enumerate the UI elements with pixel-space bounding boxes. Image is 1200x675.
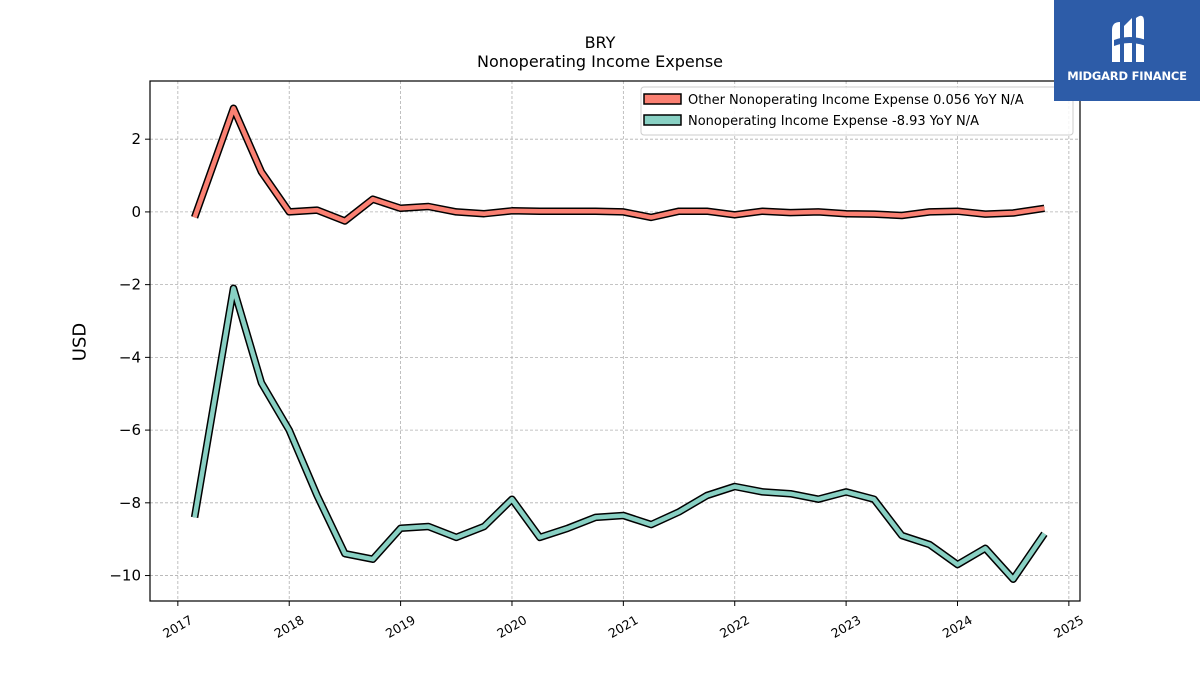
series-line [192, 106, 1045, 224]
legend: Other Nonoperating Income Expense 0.056 … [640, 86, 1074, 136]
grid-lines [150, 81, 1080, 601]
y-tick-label: 0 [131, 203, 141, 221]
x-tick-label: 2022 [717, 612, 752, 641]
y-tick-label: −4 [119, 348, 141, 366]
x-tick-label: 2025 [1051, 612, 1086, 641]
brand-logo-mark-icon [1112, 15, 1146, 62]
y-axis-label: USD [69, 322, 91, 362]
y-tick-label: −2 [119, 276, 141, 294]
y-axis-ticks: 2 0 −2 −4 −6 −8 −10 [109, 130, 150, 585]
brand-name: MIDGARD FINANCE [1067, 69, 1187, 83]
brand-logo: MIDGARD FINANCE [1054, 0, 1200, 101]
series-line-outline [190, 284, 1048, 583]
legend-box [640, 86, 1074, 136]
legend-swatch [643, 114, 682, 126]
chart-title: BRY [584, 33, 616, 52]
legend-swatch [643, 93, 682, 105]
x-tick-label: 2020 [494, 612, 529, 641]
y-tick-label: −8 [119, 494, 141, 512]
y-tick-label: −10 [109, 567, 141, 585]
y-tick-label: 2 [131, 130, 141, 148]
x-tick-label: 2024 [940, 612, 975, 641]
chart-subtitle: Nonoperating Income Expense [476, 52, 724, 71]
legend-label: Nonoperating Income Expense -8.93 YoY N/… [688, 114, 979, 129]
plot-frame [149, 80, 1081, 602]
x-tick-label: 2018 [271, 612, 306, 641]
x-tick-label: 2019 [383, 612, 418, 641]
x-tick-label: 2023 [828, 612, 863, 641]
y-tick-label: −6 [119, 421, 141, 439]
series-lines [190, 104, 1048, 583]
series-line [192, 286, 1047, 582]
x-tick-label: 2017 [160, 612, 195, 641]
x-axis-ticks: 2017 2018 2019 2020 2021 2022 2023 2024 2025 [160, 601, 1086, 641]
x-tick-label: 2021 [606, 612, 641, 641]
legend-label: Other Nonoperating Income Expense 0.056 … [688, 93, 1024, 108]
